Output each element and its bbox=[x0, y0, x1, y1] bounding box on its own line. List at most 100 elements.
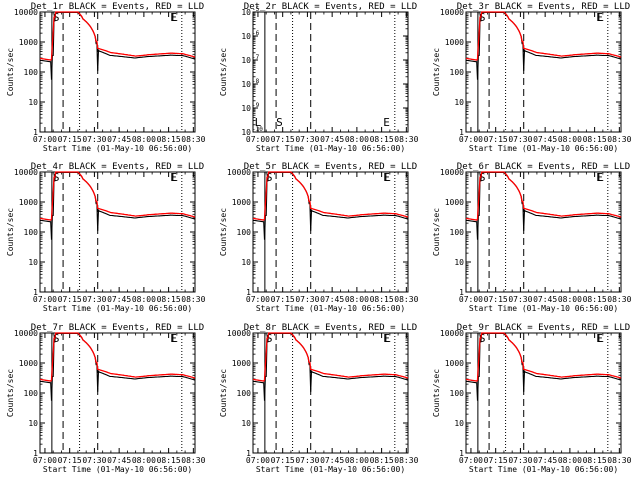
x-tick-label: 08:00 bbox=[345, 456, 369, 465]
panel-4: Det_4r BLACK = Events, RED = LLD 1 10 100 10… bbox=[6, 162, 206, 313]
svg-text:1: 1 bbox=[33, 288, 38, 297]
svg-text:1000: 1000 bbox=[445, 198, 464, 207]
svg-text:10: 10 bbox=[454, 258, 464, 267]
x-tick-label: 08:30 bbox=[394, 456, 418, 465]
svg-text:-5: -5 bbox=[252, 6, 260, 13]
svg-text:10: 10 bbox=[454, 419, 464, 428]
x-tick-label: 08:15 bbox=[370, 456, 394, 465]
end-bracket: L bbox=[597, 332, 604, 345]
svg-text:10: 10 bbox=[241, 8, 251, 17]
y-tick-label: 1 bbox=[33, 449, 38, 458]
start-annotation: S bbox=[266, 332, 273, 345]
svg-text:1000: 1000 bbox=[19, 198, 38, 207]
svg-text:1: 1 bbox=[459, 449, 464, 458]
svg-text:1000: 1000 bbox=[445, 38, 464, 47]
y-tick-label: 100 bbox=[450, 389, 465, 398]
x-tick-label: 07:00 bbox=[246, 135, 270, 144]
svg-text:10000: 10000 bbox=[440, 329, 464, 338]
x-tick-label: 08:15 bbox=[583, 456, 607, 465]
x-tick-label: 07:45 bbox=[533, 295, 557, 304]
y-tick-label: 1000 bbox=[445, 38, 464, 47]
x-tick-label: 07:30 bbox=[508, 135, 532, 144]
svg-text:100: 100 bbox=[237, 228, 252, 237]
panel-5: Det_5r BLACK = Events, RED = LLD 1 10 100 10… bbox=[219, 162, 419, 313]
y-tick-label: 100 bbox=[450, 68, 465, 77]
svg-text:10000: 10000 bbox=[227, 329, 251, 338]
svg-text:10000: 10000 bbox=[14, 8, 38, 17]
svg-text:1000: 1000 bbox=[19, 359, 38, 368]
x-tick-label: 08:00 bbox=[558, 456, 582, 465]
x-axis-label: Start Time (01-May-10 06:56:00) bbox=[256, 144, 405, 153]
x-tick-label: 07:30 bbox=[508, 456, 532, 465]
svg-text:10: 10 bbox=[241, 419, 251, 428]
x-tick-label: 08:15 bbox=[583, 295, 607, 304]
x-tick-label: 07:00 bbox=[459, 456, 483, 465]
y-tick-label: 10000 bbox=[227, 329, 251, 338]
panel-title: Det_7r BLACK = Events, RED = LLD bbox=[31, 323, 204, 333]
y-tick-label: 1000 bbox=[445, 198, 464, 207]
end-annotation: E bbox=[170, 332, 177, 345]
x-tick-label: 07:15 bbox=[58, 135, 82, 144]
x-tick-label: 07:45 bbox=[533, 456, 557, 465]
panel-title: Det_9r BLACK = Events, RED = LLD bbox=[457, 323, 630, 333]
svg-text:100: 100 bbox=[24, 228, 39, 237]
y-tick-label: 10000 bbox=[440, 8, 464, 17]
series-line-lld bbox=[252, 171, 409, 221]
x-tick-label: 07:45 bbox=[533, 135, 557, 144]
svg-text:10000: 10000 bbox=[440, 168, 464, 177]
panel-title: Det_8r BLACK = Events, RED = LLD bbox=[244, 323, 417, 333]
x-tick-label: 08:15 bbox=[583, 135, 607, 144]
x-tick-label: 07:15 bbox=[484, 295, 508, 304]
x-tick-label: 07:15 bbox=[58, 295, 82, 304]
y-axis-label: Counts/sec bbox=[219, 48, 228, 96]
svg-text:100: 100 bbox=[237, 389, 252, 398]
y-tick-label: 10 -8 bbox=[241, 78, 259, 89]
svg-text:10: 10 bbox=[28, 258, 38, 267]
end-annotation: E bbox=[383, 171, 390, 184]
y-axis-label: Counts/sec bbox=[432, 48, 441, 96]
x-tick-label: 07:45 bbox=[107, 135, 131, 144]
svg-text:100: 100 bbox=[450, 228, 465, 237]
x-tick-label: 08:30 bbox=[394, 295, 418, 304]
y-tick-label: 1000 bbox=[19, 38, 38, 47]
x-tick-label: 08:30 bbox=[607, 295, 631, 304]
x-tick-label: 07:30 bbox=[82, 295, 106, 304]
y-tick-label: 100 bbox=[24, 389, 39, 398]
end-annotation: E bbox=[170, 11, 177, 24]
start-annotation: S bbox=[479, 11, 486, 24]
y-axis-label: Counts/sec bbox=[219, 208, 228, 256]
y-tick-label: 10 bbox=[241, 419, 251, 428]
svg-text:1000: 1000 bbox=[232, 359, 251, 368]
y-tick-label: 100 bbox=[450, 228, 465, 237]
x-tick-label: 07:00 bbox=[33, 135, 57, 144]
panel-8: Det_8r BLACK = Events, RED = LLD 1 10 100 10… bbox=[219, 323, 419, 474]
start-annotation: S bbox=[53, 332, 60, 345]
x-tick-label: 07:30 bbox=[82, 456, 106, 465]
panel-title: Det_6r BLACK = Events, RED = LLD bbox=[457, 162, 630, 172]
y-axis-label: Counts/sec bbox=[432, 208, 441, 256]
panel-title: Det_3r BLACK = Events, RED = LLD bbox=[457, 2, 630, 12]
y-tick-label: 10000 bbox=[14, 329, 38, 338]
svg-text:1000: 1000 bbox=[232, 198, 251, 207]
svg-text:10000: 10000 bbox=[14, 329, 38, 338]
x-tick-label: 08:30 bbox=[394, 135, 418, 144]
x-tick-label: 07:30 bbox=[295, 135, 319, 144]
panel-title: Det_2r BLACK = Events, RED = LLD bbox=[244, 2, 417, 12]
y-tick-label: 10 bbox=[454, 98, 464, 107]
svg-text:1: 1 bbox=[33, 449, 38, 458]
end-annotation: E bbox=[170, 171, 177, 184]
x-axis-label: Start Time (01-May-10 06:56:00) bbox=[256, 304, 405, 313]
x-tick-label: 08:30 bbox=[181, 295, 205, 304]
y-tick-label: 1000 bbox=[232, 198, 251, 207]
x-tick-label: 07:00 bbox=[246, 295, 270, 304]
svg-text:1000: 1000 bbox=[445, 359, 464, 368]
svg-text:100: 100 bbox=[450, 389, 465, 398]
svg-text:10: 10 bbox=[241, 80, 251, 89]
x-tick-label: 07:45 bbox=[107, 295, 131, 304]
start-annotation: S bbox=[479, 171, 486, 184]
y-tick-label: 10 bbox=[454, 258, 464, 267]
panel-title: Det_1r BLACK = Events, RED = LLD bbox=[31, 2, 204, 12]
y-axis-label: Counts/sec bbox=[219, 369, 228, 417]
series-line-lld bbox=[465, 11, 622, 61]
